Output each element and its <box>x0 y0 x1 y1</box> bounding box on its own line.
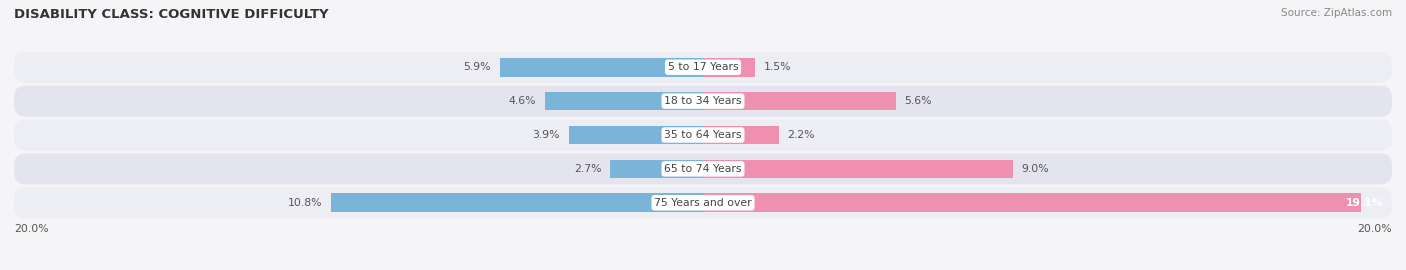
FancyBboxPatch shape <box>14 187 1392 218</box>
Text: 20.0%: 20.0% <box>1357 224 1392 234</box>
Bar <box>703 92 896 110</box>
Bar <box>703 193 1361 212</box>
Text: 3.9%: 3.9% <box>533 130 560 140</box>
Text: 18 to 34 Years: 18 to 34 Years <box>664 96 742 106</box>
Text: 19.1%: 19.1% <box>1346 198 1384 208</box>
Text: 20.0%: 20.0% <box>14 224 49 234</box>
Text: 65 to 74 Years: 65 to 74 Years <box>664 164 742 174</box>
Text: DISABILITY CLASS: COGNITIVE DIFFICULTY: DISABILITY CLASS: COGNITIVE DIFFICULTY <box>14 8 329 21</box>
FancyBboxPatch shape <box>14 52 1392 83</box>
Bar <box>568 126 703 144</box>
FancyBboxPatch shape <box>14 153 1392 184</box>
Bar <box>703 58 755 77</box>
Text: 5.9%: 5.9% <box>464 62 491 72</box>
Bar <box>499 58 703 77</box>
Text: 5.6%: 5.6% <box>904 96 932 106</box>
Text: 5 to 17 Years: 5 to 17 Years <box>668 62 738 72</box>
Text: 9.0%: 9.0% <box>1022 164 1049 174</box>
FancyBboxPatch shape <box>14 119 1392 151</box>
Text: 10.8%: 10.8% <box>288 198 322 208</box>
Text: 2.7%: 2.7% <box>574 164 602 174</box>
Bar <box>703 126 779 144</box>
Text: 1.5%: 1.5% <box>763 62 790 72</box>
Text: Source: ZipAtlas.com: Source: ZipAtlas.com <box>1281 8 1392 18</box>
Bar <box>544 92 703 110</box>
Text: 2.2%: 2.2% <box>787 130 815 140</box>
Bar <box>610 160 703 178</box>
FancyBboxPatch shape <box>14 86 1392 117</box>
Text: 4.6%: 4.6% <box>509 96 536 106</box>
Legend: Male, Female: Male, Female <box>645 266 761 270</box>
Bar <box>703 160 1012 178</box>
Text: 75 Years and over: 75 Years and over <box>654 198 752 208</box>
Text: 35 to 64 Years: 35 to 64 Years <box>664 130 742 140</box>
Bar <box>330 193 703 212</box>
